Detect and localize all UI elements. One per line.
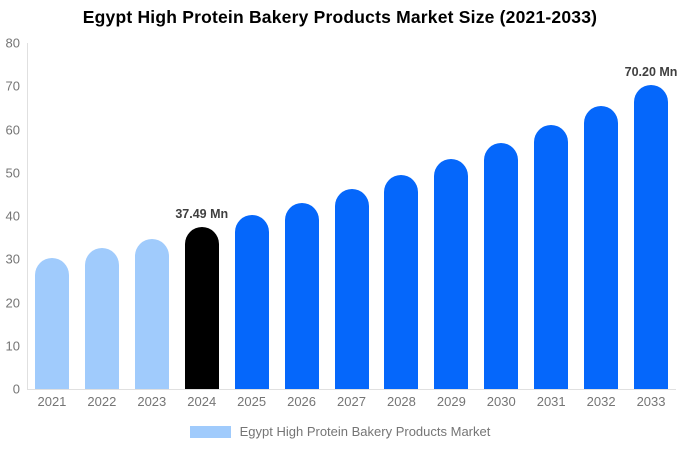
y-axis-tick-label: 0	[12, 381, 20, 397]
bar-2024	[184, 226, 219, 389]
data-label-2024: 37.49 Mn	[175, 206, 229, 221]
y-axis-tick-label: 70	[5, 78, 20, 94]
x-axis-label-2032: 2032	[586, 394, 616, 409]
bar-2031	[534, 125, 569, 389]
bar-2023	[134, 238, 169, 389]
bar-2032	[584, 106, 619, 389]
bar-2028	[384, 174, 419, 389]
legend-label: Egypt High Protein Bakery Products Marke…	[239, 424, 491, 439]
x-axis-label-2029: 2029	[436, 394, 466, 409]
legend-item[interactable]: Egypt High Protein Bakery Products Marke…	[0, 424, 680, 439]
x-axis-label-2030: 2030	[486, 394, 516, 409]
y-axis-tick-label: 50	[5, 165, 20, 181]
bar-2021	[34, 257, 69, 389]
x-axis-line	[27, 389, 676, 390]
y-axis-tick-label: 80	[5, 35, 20, 51]
bar-2033	[634, 85, 669, 389]
y-axis-tick-label: 20	[5, 295, 20, 310]
chart-title: Egypt High Protein Bakery Products Marke…	[82, 7, 598, 27]
bar-2022	[84, 248, 119, 389]
x-axis-label-2022: 2022	[87, 394, 117, 409]
bar-2029	[434, 159, 469, 389]
x-axis-label-2026: 2026	[287, 394, 317, 409]
x-axis-label-2023: 2023	[137, 394, 167, 409]
bar-2027	[334, 189, 369, 389]
y-axis-line	[27, 43, 28, 389]
x-axis-label-2033: 2033	[636, 394, 666, 409]
x-axis-label-2028: 2028	[386, 394, 416, 409]
x-axis-label-2027: 2027	[337, 394, 366, 409]
y-axis-tick-label: 10	[5, 338, 20, 354]
bar-2026	[284, 202, 319, 389]
y-axis-tick-label: 40	[5, 208, 20, 224]
bar-2025	[234, 215, 269, 389]
y-axis-tick-label: 30	[5, 251, 20, 267]
x-axis-label-2024: 2024	[187, 394, 217, 409]
y-axis-tick-label: 60	[5, 122, 20, 137]
legend-swatch	[189, 425, 231, 438]
data-label-2033: 70.20 Mn	[624, 65, 678, 80]
x-axis-label-2025: 2025	[237, 394, 267, 409]
bar-2030	[484, 142, 519, 389]
x-axis-label-2021: 2021	[37, 394, 67, 409]
x-axis-label-2031: 2031	[536, 394, 566, 409]
